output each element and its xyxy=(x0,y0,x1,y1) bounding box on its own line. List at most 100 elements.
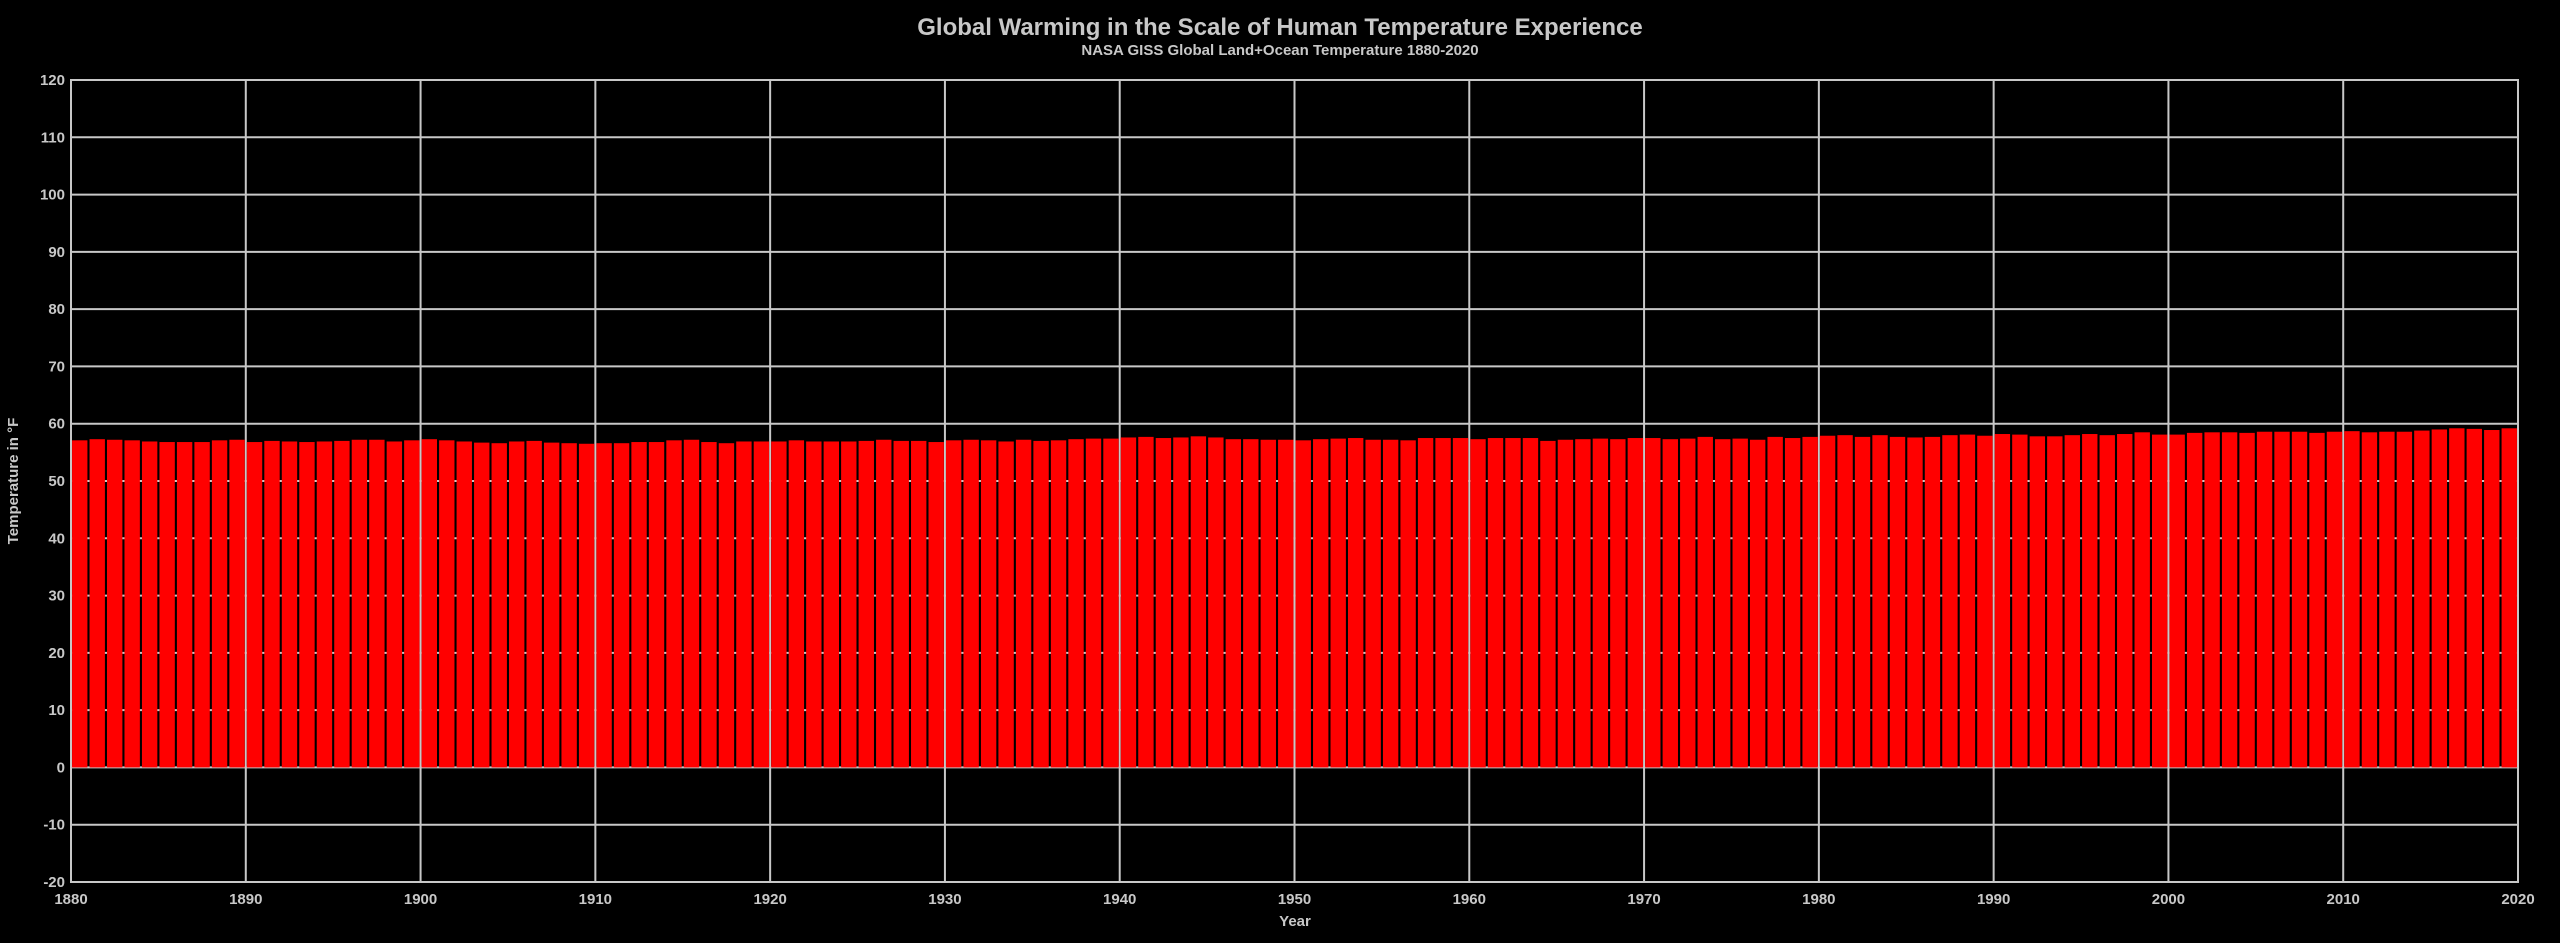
bar-1883 xyxy=(124,440,140,768)
bar-1961 xyxy=(1487,438,1504,768)
bar-1935 xyxy=(1033,440,1049,768)
bar-2007 xyxy=(2291,431,2308,768)
bar-1917 xyxy=(718,443,735,768)
bar-1909 xyxy=(578,443,595,768)
y-tick-label: 20 xyxy=(48,645,65,662)
y-tick-label: 40 xyxy=(48,530,65,547)
bar-1921 xyxy=(788,440,805,768)
bar-1920 xyxy=(771,441,787,768)
bar-1927 xyxy=(893,440,909,768)
bar-1992 xyxy=(2029,436,2046,768)
bar-1911 xyxy=(613,443,630,768)
bar-2005 xyxy=(2256,431,2273,768)
bar-2014 xyxy=(2414,430,2430,768)
bar-1907 xyxy=(543,442,560,768)
chart-title: Global Warming in the Scale of Human Tem… xyxy=(917,14,1643,41)
bar-1912 xyxy=(631,442,647,768)
y-tick-label: 0 xyxy=(57,759,65,776)
chart-subtitle: NASA GISS Global Land+Ocean Temperature … xyxy=(1081,42,1478,59)
bar-1974 xyxy=(1715,439,1731,768)
bar-1923 xyxy=(823,441,840,768)
y-tick-labels: -20 -10 0 10 20 30 40 50 60 70 80 90 100 110 120 xyxy=(40,72,65,891)
bar-1945 xyxy=(1208,437,1224,768)
bar-1950 xyxy=(1295,440,1311,768)
bar-2013 xyxy=(2396,431,2413,768)
bar-1972 xyxy=(1680,438,1696,768)
bar-1979 xyxy=(1802,436,1818,768)
bar-1995 xyxy=(2082,434,2098,768)
bar-1882 xyxy=(107,439,123,768)
bar-1956 xyxy=(1400,440,1416,768)
bar-1891 xyxy=(264,440,280,768)
bar-2009 xyxy=(2326,431,2343,768)
bar-1949 xyxy=(1278,439,1294,768)
bar-1960 xyxy=(1470,439,1486,768)
bar-1993 xyxy=(2047,436,2063,768)
bar-2015 xyxy=(2431,429,2448,768)
bar-1928 xyxy=(911,440,927,768)
bar-2010 xyxy=(2344,431,2360,768)
bar-1931 xyxy=(963,439,979,768)
y-tick-label: 110 xyxy=(41,129,65,146)
x-tick-label: 2010 xyxy=(2327,891,2360,908)
bar-2003 xyxy=(2221,432,2238,768)
bar-1932 xyxy=(980,440,997,768)
x-tick-label: 1940 xyxy=(1103,891,1136,908)
bar-1962 xyxy=(1505,438,1521,768)
x-tick-label: 1950 xyxy=(1278,891,1311,908)
y-tick-label: 120 xyxy=(40,72,65,89)
bar-1994 xyxy=(2064,435,2080,768)
bar-1988 xyxy=(1959,434,1976,768)
bar-2006 xyxy=(2274,431,2290,768)
x-tick-label: 1960 xyxy=(1453,891,1486,908)
bar-1963 xyxy=(1522,438,1539,768)
bar-1903 xyxy=(474,442,490,768)
bar-1915 xyxy=(683,439,700,768)
bar-1919 xyxy=(753,441,770,768)
bar-1975 xyxy=(1732,438,1748,768)
bar-1959 xyxy=(1452,438,1469,768)
bar-1977 xyxy=(1767,436,1783,768)
bar-1985 xyxy=(1907,437,1923,768)
x-axis-label: Year xyxy=(1279,913,1311,930)
y-tick-label: 100 xyxy=(40,187,65,204)
y-tick-label: 30 xyxy=(48,588,65,605)
bar-1888 xyxy=(211,440,228,768)
x-tick-label: 1880 xyxy=(54,891,87,908)
bar-1983 xyxy=(1872,435,1888,768)
bar-2011 xyxy=(2361,432,2378,768)
bar-2008 xyxy=(2309,432,2325,768)
bar-1947 xyxy=(1243,439,1259,768)
bar-1889 xyxy=(229,439,245,768)
bar-2004 xyxy=(2239,432,2255,768)
x-tick-label: 1930 xyxy=(928,891,961,908)
bar-2017 xyxy=(2466,428,2482,768)
bar-1892 xyxy=(281,441,298,768)
bar-1964 xyxy=(1540,440,1556,768)
bar-1966 xyxy=(1575,439,1591,768)
bar-1910 xyxy=(596,443,612,768)
bar-1969 xyxy=(1627,438,1644,768)
bar-1899 xyxy=(404,440,420,768)
bar-1989 xyxy=(1977,435,1993,768)
x-tick-label: 1900 xyxy=(404,891,437,908)
bar-1982 xyxy=(1854,436,1871,768)
x-tick-label: 1970 xyxy=(1627,891,1660,908)
bar-1905 xyxy=(509,441,525,768)
y-tick-label: -10 xyxy=(43,817,65,834)
bar-1955 xyxy=(1382,439,1399,768)
bar-1957 xyxy=(1417,438,1434,768)
bar-1904 xyxy=(491,443,507,768)
bar-1980 xyxy=(1819,435,1836,768)
bar-2001 xyxy=(2186,432,2203,768)
bar-1913 xyxy=(648,442,665,768)
x-tick-label: 1990 xyxy=(1977,891,2010,908)
bar-1973 xyxy=(1697,436,1713,768)
bar-1897 xyxy=(369,439,385,768)
bar-1900 xyxy=(421,439,438,768)
bar-2019 xyxy=(2501,428,2517,768)
bar-1971 xyxy=(1662,439,1678,768)
bar-1929 xyxy=(928,442,944,768)
x-tick-label: 1980 xyxy=(1802,891,1835,908)
